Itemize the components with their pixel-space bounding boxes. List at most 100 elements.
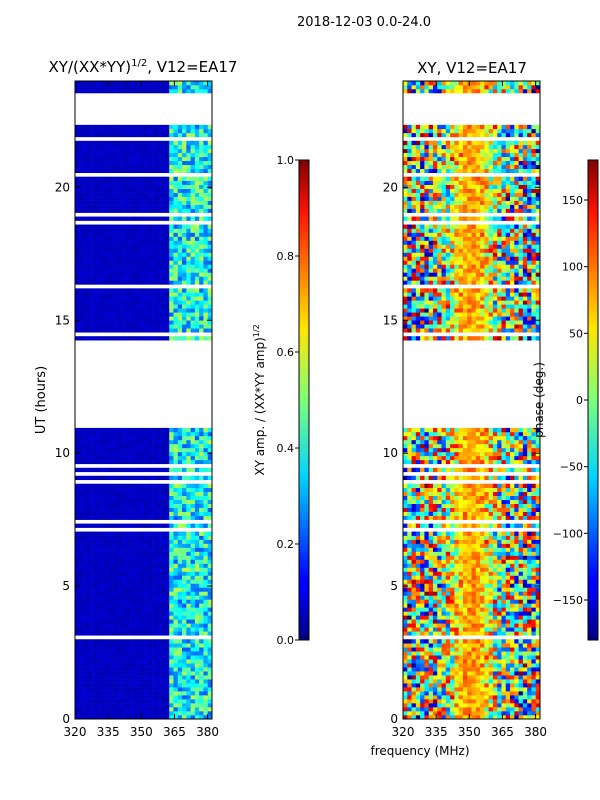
heatmap-cell (122, 455, 127, 461)
heatmap-cell (407, 679, 412, 684)
heatmap-cell (79, 300, 84, 305)
heatmap-cell (113, 695, 119, 700)
heatmap-cell (134, 475, 140, 481)
heatmap-cell (109, 535, 114, 540)
heatmap-cell (92, 571, 97, 576)
heatmap-cell (100, 176, 106, 181)
heatmap-cell (134, 455, 140, 461)
heatmap-cell (113, 328, 119, 333)
heatmap-cell (199, 124, 204, 130)
heatmap-cell (462, 623, 468, 628)
heatmap-cell (199, 547, 204, 552)
heatmap-cell (160, 156, 166, 162)
heatmap-cell (203, 196, 209, 201)
heatmap-cell (122, 443, 127, 449)
heatmap-cell (186, 260, 191, 265)
heatmap-cell (147, 683, 153, 688)
heatmap-cell (467, 611, 472, 616)
heatmap-cell (75, 711, 80, 716)
heatmap-cell (199, 236, 204, 241)
heatmap-cell (117, 695, 123, 700)
heatmap-cell (83, 439, 89, 445)
heatmap-cell (113, 208, 119, 213)
heatmap-cell (492, 715, 498, 720)
heatmap-cell (96, 188, 101, 193)
heatmap-cell (164, 156, 170, 162)
heatmap-cell (454, 687, 459, 692)
heatmap-cell (190, 651, 196, 656)
heatmap-cell (79, 603, 84, 608)
heatmap-cell (177, 435, 183, 441)
heatmap-cell (75, 551, 80, 556)
heatmap-cell (117, 563, 123, 568)
heatmap-cell (510, 575, 515, 580)
heatmap-cell (186, 567, 191, 572)
heatmap-cell (104, 280, 110, 285)
heatmap-cell (75, 224, 80, 229)
heatmap-cell (134, 447, 140, 453)
heatmap-cell (83, 308, 89, 313)
heatmap-cell (143, 312, 149, 317)
heatmap-cell (441, 579, 447, 584)
heatmap-cell (169, 515, 174, 520)
heatmap-cell (126, 499, 131, 504)
heatmap-cell (199, 156, 204, 162)
heatmap-cell (113, 599, 119, 604)
heatmap-cell (75, 260, 80, 265)
heatmap-cell (143, 511, 149, 516)
heatmap-cell (514, 655, 519, 660)
heatmap-cell (75, 511, 80, 516)
heatmap-cell (100, 140, 106, 146)
heatmap-cell (471, 691, 477, 696)
heatmap-cell (79, 312, 84, 317)
heatmap-cell (113, 591, 119, 596)
heatmap-cell (122, 252, 127, 257)
heatmap-cell (152, 487, 157, 493)
heatmap-cell (182, 292, 187, 297)
heatmap-cell (117, 543, 123, 548)
heatmap-cell (100, 88, 106, 94)
heatmap-cell (164, 503, 170, 508)
heatmap-cell (130, 228, 136, 233)
heatmap-cell (87, 683, 93, 688)
heatmap-cell (147, 88, 153, 94)
heatmap-cell (130, 475, 136, 481)
heatmap-cell (126, 84, 131, 90)
heatmap-cell (428, 671, 434, 676)
heatmap-cell (79, 611, 84, 616)
heatmap-cell (139, 587, 144, 592)
heatmap-cell (403, 615, 408, 620)
heatmap-cell (407, 595, 412, 600)
heatmap-cell (407, 611, 412, 616)
heatmap-cell (96, 268, 101, 273)
heatmap-cell (143, 671, 149, 676)
heatmap-cell (531, 655, 537, 660)
heatmap-cell (100, 196, 106, 201)
heatmap-cell (134, 667, 140, 672)
heatmap-cell (109, 180, 114, 185)
heatmap-cell (122, 236, 127, 241)
heatmap-cell (535, 583, 541, 588)
heatmap-cell (454, 575, 459, 580)
heatmap-cell (79, 196, 84, 201)
heatmap-cell (92, 487, 97, 493)
heatmap-cell (535, 675, 541, 680)
heatmap-cell (497, 711, 502, 716)
heatmap-cell (134, 591, 140, 596)
heatmap-cell (458, 691, 464, 696)
heatmap-cell (130, 495, 136, 500)
heatmap-cell (75, 579, 80, 584)
heatmap-cell (190, 316, 196, 321)
heatmap-cell (407, 619, 412, 624)
heatmap-cell (454, 619, 459, 624)
heatmap-cell (164, 511, 170, 516)
heatmap-cell (480, 615, 485, 620)
heatmap-cell (169, 467, 174, 473)
heatmap-cell (92, 667, 97, 672)
heatmap-cell (104, 304, 110, 309)
heatmap-cell (83, 467, 89, 473)
heatmap-cell (531, 627, 537, 632)
heatmap-cell (420, 691, 425, 696)
heatmap-cell (75, 495, 80, 500)
heatmap-cell (207, 467, 213, 473)
